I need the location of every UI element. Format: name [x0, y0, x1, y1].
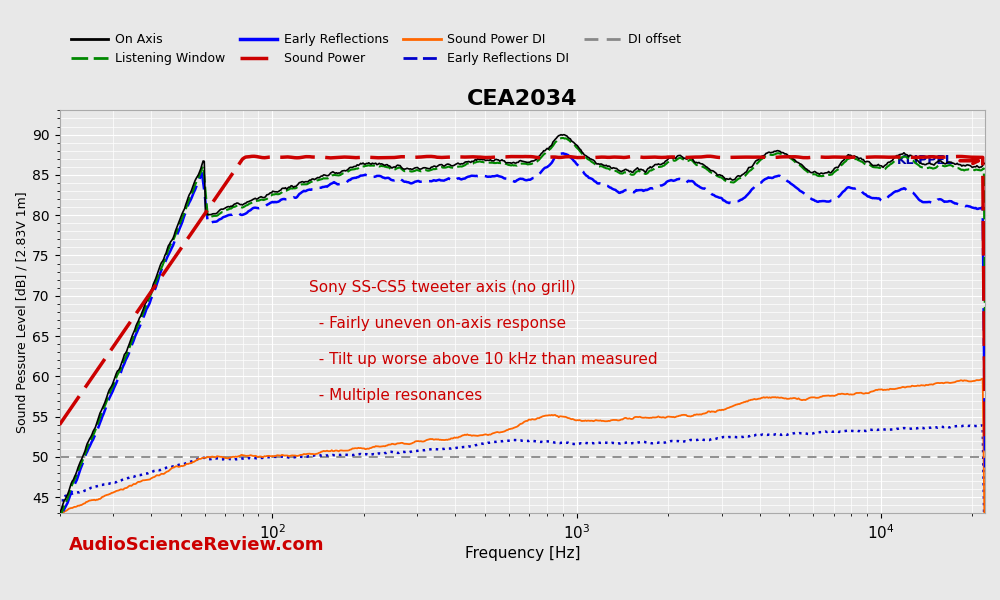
Title: CEA2034: CEA2034 [467, 89, 578, 109]
Text: - Multiple resonances: - Multiple resonances [309, 388, 483, 403]
Text: KLIPPEL: KLIPPEL [897, 154, 954, 167]
Text: Sony SS-CS5 tweeter axis (no grill): Sony SS-CS5 tweeter axis (no grill) [309, 280, 576, 295]
Y-axis label: Sound Pessure Level [dB] / [2.83V 1m]: Sound Pessure Level [dB] / [2.83V 1m] [15, 191, 28, 433]
Text: - Tilt up worse above 10 kHz than measured: - Tilt up worse above 10 kHz than measur… [309, 352, 658, 367]
X-axis label: Frequency [Hz]: Frequency [Hz] [465, 546, 580, 561]
Text: AudioScienceReview.com: AudioScienceReview.com [69, 536, 324, 554]
Legend: On Axis, Listening Window, Early Reflections, Sound Power, Sound Power DI, Early: On Axis, Listening Window, Early Reflect… [66, 28, 686, 70]
Text: - Fairly uneven on-axis response: - Fairly uneven on-axis response [309, 316, 567, 331]
